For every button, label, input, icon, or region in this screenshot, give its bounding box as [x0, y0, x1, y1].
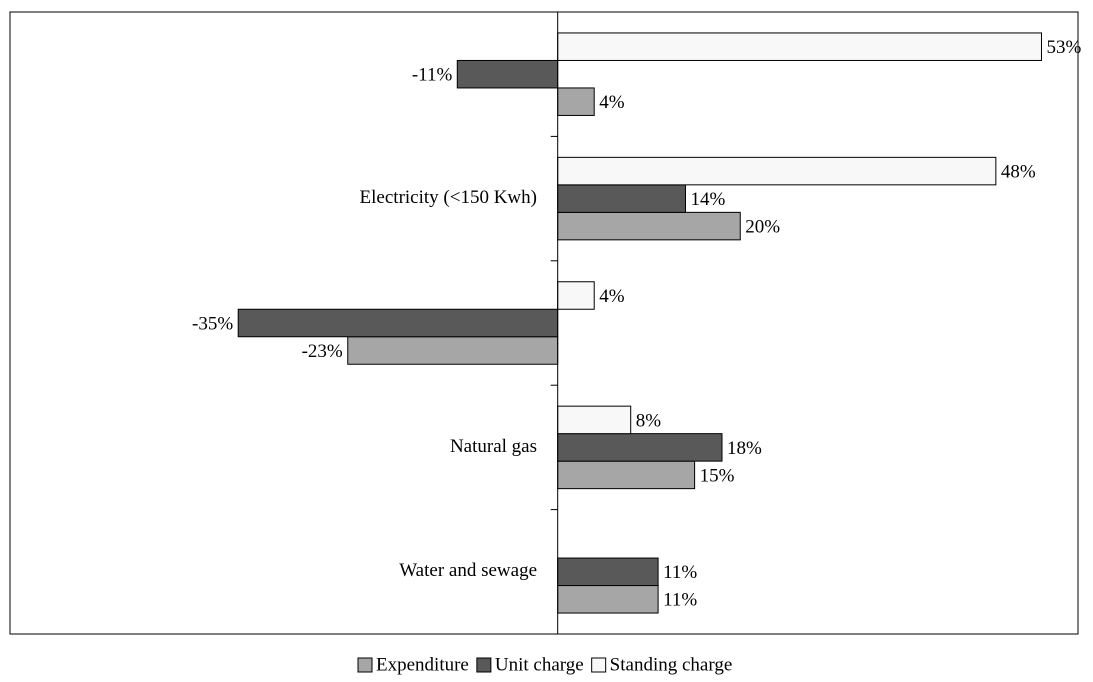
value-label: 8%	[636, 410, 662, 431]
bar	[557, 460, 696, 490]
legend-swatch	[591, 657, 607, 673]
plot-frame	[9, 11, 1079, 635]
bar	[557, 211, 741, 241]
value-label: -23%	[302, 341, 343, 362]
category-label: Water and sewage	[399, 560, 537, 581]
value-label: 4%	[599, 92, 625, 113]
legend-label: Unit charge	[495, 654, 584, 675]
bar	[557, 405, 632, 435]
bar	[557, 585, 659, 614]
legend-swatch	[357, 657, 373, 673]
value-label: 4%	[599, 286, 625, 307]
value-label: 15%	[700, 465, 735, 486]
bar	[557, 32, 1042, 61]
bar	[237, 308, 559, 338]
value-label: -11%	[412, 65, 453, 86]
bar	[557, 557, 659, 587]
bar	[557, 156, 997, 186]
legend-swatch	[476, 657, 492, 673]
bar	[557, 87, 595, 116]
value-label: 20%	[745, 216, 780, 237]
value-label: 11%	[663, 590, 697, 611]
bar	[557, 281, 595, 310]
bar	[557, 433, 723, 462]
category-label: Electricity (<150 Kwh)	[360, 187, 537, 208]
value-label: 14%	[690, 189, 725, 210]
value-label: 11%	[663, 562, 697, 583]
legend-label: Standing charge	[610, 654, 733, 675]
value-label: 53%	[1046, 37, 1081, 58]
category-label: Natural gas	[450, 436, 537, 457]
bar	[557, 184, 686, 213]
legend-label: Expenditure	[376, 654, 469, 675]
bar	[456, 59, 559, 89]
bar	[347, 336, 559, 365]
value-label: -35%	[192, 313, 233, 334]
value-label: 48%	[1001, 161, 1036, 182]
value-label: 18%	[727, 438, 762, 459]
